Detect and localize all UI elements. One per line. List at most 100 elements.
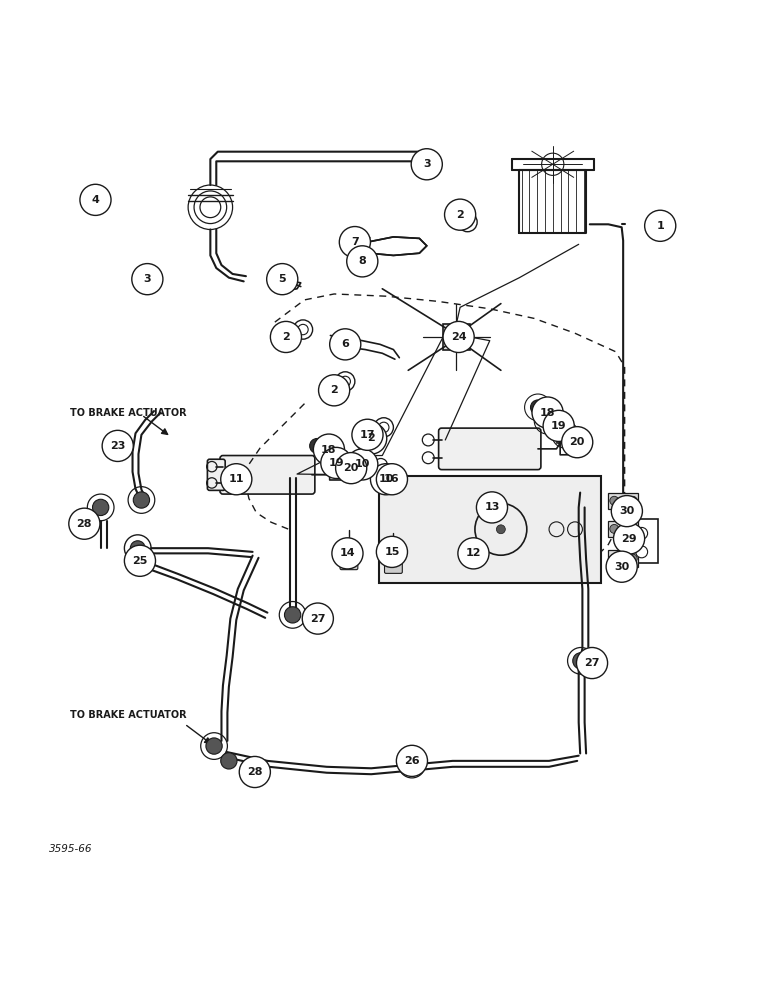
FancyBboxPatch shape [438,428,541,470]
Text: 26: 26 [404,756,420,766]
Circle shape [411,149,442,180]
FancyBboxPatch shape [608,493,638,509]
Circle shape [321,447,352,479]
Text: 3595-66: 3595-66 [49,844,93,854]
Text: 15: 15 [384,547,400,557]
Circle shape [443,321,474,353]
Text: 28: 28 [247,767,262,777]
Circle shape [320,450,334,464]
Text: 30: 30 [619,506,635,516]
Circle shape [69,508,100,539]
Text: 2: 2 [330,385,338,395]
Circle shape [330,329,361,360]
Circle shape [404,756,420,773]
FancyBboxPatch shape [443,324,469,350]
Text: 30: 30 [614,562,629,572]
Text: 18: 18 [321,445,337,455]
Circle shape [558,427,573,442]
Circle shape [266,264,298,295]
Text: 17: 17 [360,430,375,440]
Circle shape [332,538,363,569]
Text: TO BRAKE ACTUATOR: TO BRAKE ACTUATOR [69,408,186,418]
Text: 3: 3 [423,159,431,169]
Circle shape [543,410,574,441]
Circle shape [102,430,134,461]
Circle shape [532,397,563,428]
Circle shape [611,496,642,527]
FancyBboxPatch shape [340,550,358,570]
Text: 20: 20 [570,437,585,447]
Circle shape [124,545,155,576]
Circle shape [221,753,237,769]
Text: 19: 19 [551,421,567,431]
Circle shape [496,525,506,534]
Circle shape [93,499,109,516]
Text: 8: 8 [358,256,366,266]
Text: 2: 2 [367,433,375,443]
Circle shape [130,541,145,556]
Text: 13: 13 [484,502,499,512]
Text: 5: 5 [279,274,286,284]
Circle shape [270,321,302,353]
Circle shape [132,264,163,295]
Text: TO BRAKE ACTUATOR: TO BRAKE ACTUATOR [69,710,186,720]
Text: 2: 2 [282,332,290,342]
Text: 1: 1 [656,221,664,231]
Text: 12: 12 [466,548,481,558]
Circle shape [80,184,111,215]
Circle shape [340,227,371,258]
Circle shape [319,375,350,406]
Circle shape [628,554,637,563]
Text: 18: 18 [540,408,555,418]
Circle shape [458,538,489,569]
Circle shape [347,449,378,480]
Circle shape [562,427,593,458]
Circle shape [530,400,545,415]
Circle shape [445,199,476,230]
Circle shape [476,492,507,523]
Circle shape [610,554,618,563]
Text: 19: 19 [329,458,344,468]
Circle shape [134,492,150,508]
Circle shape [336,453,367,484]
Circle shape [377,536,408,567]
Circle shape [573,653,589,669]
FancyBboxPatch shape [608,521,638,537]
FancyBboxPatch shape [208,459,225,490]
Circle shape [313,434,344,465]
Circle shape [628,496,637,505]
Circle shape [303,603,334,634]
Text: 20: 20 [344,463,359,473]
Circle shape [577,647,608,679]
Text: 10: 10 [354,459,370,469]
Text: 27: 27 [584,658,600,668]
Circle shape [610,524,618,533]
FancyBboxPatch shape [608,550,638,567]
Text: 3: 3 [144,274,151,284]
Text: 28: 28 [76,519,92,529]
Text: 25: 25 [132,556,147,566]
Circle shape [356,423,387,454]
Circle shape [352,419,383,450]
Circle shape [377,464,408,495]
Circle shape [347,246,378,277]
Circle shape [334,456,349,470]
Circle shape [310,438,324,453]
Circle shape [221,464,252,495]
FancyBboxPatch shape [378,476,601,583]
Text: 11: 11 [229,474,244,484]
Circle shape [636,527,648,539]
Text: 27: 27 [310,614,326,624]
Text: 4: 4 [92,195,100,205]
Circle shape [206,738,222,754]
Circle shape [628,524,637,533]
Circle shape [371,464,401,495]
Text: 23: 23 [110,441,125,451]
Circle shape [284,607,301,623]
Circle shape [540,413,555,428]
FancyBboxPatch shape [220,456,315,494]
Circle shape [610,496,618,505]
Text: 14: 14 [340,548,355,558]
Text: 2: 2 [456,210,464,220]
Circle shape [645,210,676,241]
